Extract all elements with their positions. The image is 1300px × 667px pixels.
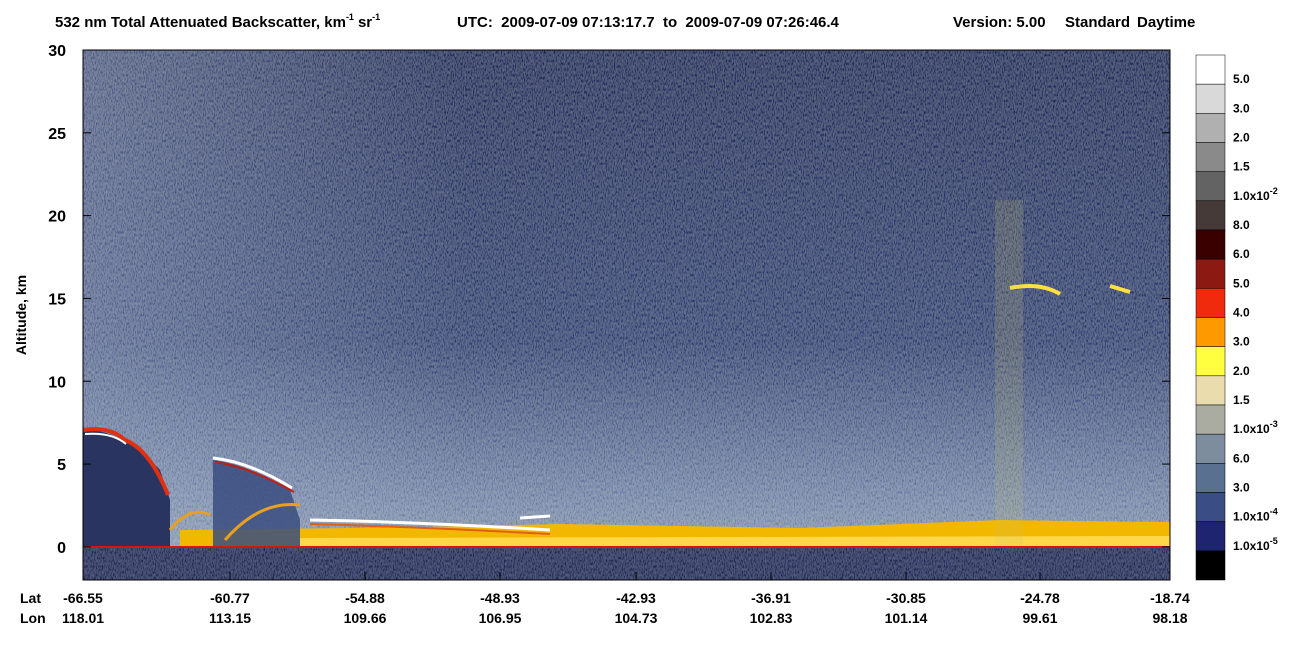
colorbar-label: 5.0 [1233, 72, 1250, 86]
colorbar-label: 6.0 [1233, 247, 1250, 261]
colorbar-label: 3.0 [1233, 481, 1250, 495]
lat-tick-label: -24.78 [1020, 590, 1060, 606]
colorbar-swatch [1195, 433, 1226, 464]
lon-tick-label: 98.18 [1152, 610, 1187, 626]
colorbar-label: 3.0 [1233, 101, 1250, 115]
lon-tick-label: 106.95 [479, 610, 522, 626]
x-row-label: Lon [20, 610, 46, 626]
colorbar-swatch [1195, 463, 1226, 493]
colorbar-label: 2.0 [1233, 131, 1250, 145]
lat-tick-label: -42.93 [616, 590, 656, 606]
colorbar-label-base: 3.0 [1233, 335, 1250, 349]
colorbar-label-base: 1.0x10 [1233, 422, 1270, 436]
colorbar-label-base: 2.0 [1233, 364, 1250, 378]
lon-tick-label: 99.61 [1022, 610, 1057, 626]
colorbar-label: 6.0 [1233, 451, 1250, 465]
colorbar-label-base: 6.0 [1233, 247, 1250, 261]
colorbar-label: 1.5 [1233, 160, 1250, 174]
colorbar-swatch [1195, 83, 1226, 114]
colorbar-label-base: 2.0 [1233, 131, 1250, 145]
illumination: Daytime [1137, 14, 1195, 31]
colorbar-swatch [1195, 288, 1226, 318]
colorbar-swatch [1195, 317, 1226, 347]
colorbar-swatch [1195, 550, 1226, 581]
x-row-label: Lat [20, 590, 41, 606]
colorbar-label: 8.0 [1233, 218, 1250, 232]
colorbar-label-base: 4.0 [1233, 306, 1250, 320]
lon-tick-label: 102.83 [750, 610, 793, 626]
version: Version: 5.00 [953, 14, 1046, 31]
lat-tick-label: -18.74 [1150, 590, 1190, 606]
colorbar-label-base: 8.0 [1233, 218, 1250, 232]
colorbar-swatch [1195, 113, 1226, 143]
colorbar-label: 3.0 [1233, 335, 1250, 349]
y-tick-label: 30 [48, 43, 66, 60]
colorbar-label-base: 3.0 [1233, 481, 1250, 495]
colorbar-label-base: 3.0 [1233, 101, 1250, 115]
colorbar-label: 1.5 [1233, 393, 1250, 407]
mode: Standard [1065, 14, 1130, 31]
colorbar-swatch [1195, 521, 1226, 552]
colorbar-label: 1.0x10-4 [1233, 507, 1278, 524]
y-tick-label: 0 [57, 540, 66, 557]
y-axis-label: Altitude, km [13, 275, 29, 355]
colorbar-swatch [1195, 171, 1226, 202]
backscatter-field [83, 50, 1170, 580]
colorbar-label-base: 5.0 [1233, 72, 1250, 86]
colorbar-swatch [1195, 142, 1226, 172]
lat-tick-label: -54.88 [345, 590, 385, 606]
colorbar-label-base: 1.5 [1233, 393, 1250, 407]
lon-tick-label: 104.73 [615, 610, 658, 626]
colorbar-swatch [1195, 200, 1226, 231]
colorbar-label: 4.0 [1233, 306, 1250, 320]
lat-tick-label: -48.93 [480, 590, 520, 606]
colorbar-label-exp: -5 [1270, 536, 1278, 546]
y-tick-label: 20 [48, 209, 66, 226]
colorbar-label-base: 5.0 [1233, 276, 1250, 290]
chart-title: 532 nm Total Attenuated Backscatter, km-… [55, 12, 380, 31]
colorbar-swatch [1195, 258, 1226, 289]
chart-subtitle: UTC: 2009-07-09 07:13:17.7 to 2009-07-09… [457, 14, 840, 31]
colorbar-label-exp: -4 [1270, 507, 1278, 517]
colorbar-label-base: 1.0x10 [1233, 539, 1270, 553]
y-tick-label: 5 [57, 457, 66, 474]
lon-tick-label: 109.66 [344, 610, 387, 626]
lat-tick-label: -30.85 [886, 590, 926, 606]
y-tick-label: 15 [48, 291, 66, 308]
y-tick-label: 25 [48, 126, 66, 143]
colorbar-swatch [1195, 492, 1226, 522]
lat-tick-label: -66.55 [63, 590, 103, 606]
colorbar-label-base: 6.0 [1233, 451, 1250, 465]
colorbar-swatch [1195, 375, 1226, 406]
plot-frame [82, 49, 1171, 581]
colorbar-label-exp: -2 [1270, 186, 1278, 196]
colorbar: 5.03.02.01.51.0x10-28.06.05.04.03.02.01.… [1195, 54, 1278, 581]
colorbar-swatch [1195, 54, 1226, 85]
colorbar-label-base: 1.0x10 [1233, 189, 1270, 203]
colorbar-label: 1.0x10-2 [1233, 186, 1278, 203]
colorbar-label-base: 1.5 [1233, 160, 1250, 174]
y-tick-label: 10 [48, 374, 66, 391]
colorbar-label: 1.0x10-3 [1233, 419, 1278, 436]
colorbar-label: 1.0x10-5 [1233, 536, 1278, 553]
lon-tick-label: 101.14 [885, 610, 928, 626]
colorbar-label-base: 1.0x10 [1233, 510, 1270, 524]
lat-tick-label: -36.91 [751, 590, 791, 606]
lon-tick-label: 118.01 [62, 610, 104, 626]
lat-tick-label: -60.77 [210, 590, 250, 606]
colorbar-swatch [1195, 404, 1226, 435]
lon-tick-label: 113.15 [209, 610, 251, 626]
colorbar-swatch [1195, 229, 1226, 260]
colorbar-swatch [1195, 346, 1226, 377]
colorbar-label: 5.0 [1233, 276, 1250, 290]
colorbar-label: 2.0 [1233, 364, 1250, 378]
colorbar-label-exp: -3 [1270, 419, 1278, 429]
